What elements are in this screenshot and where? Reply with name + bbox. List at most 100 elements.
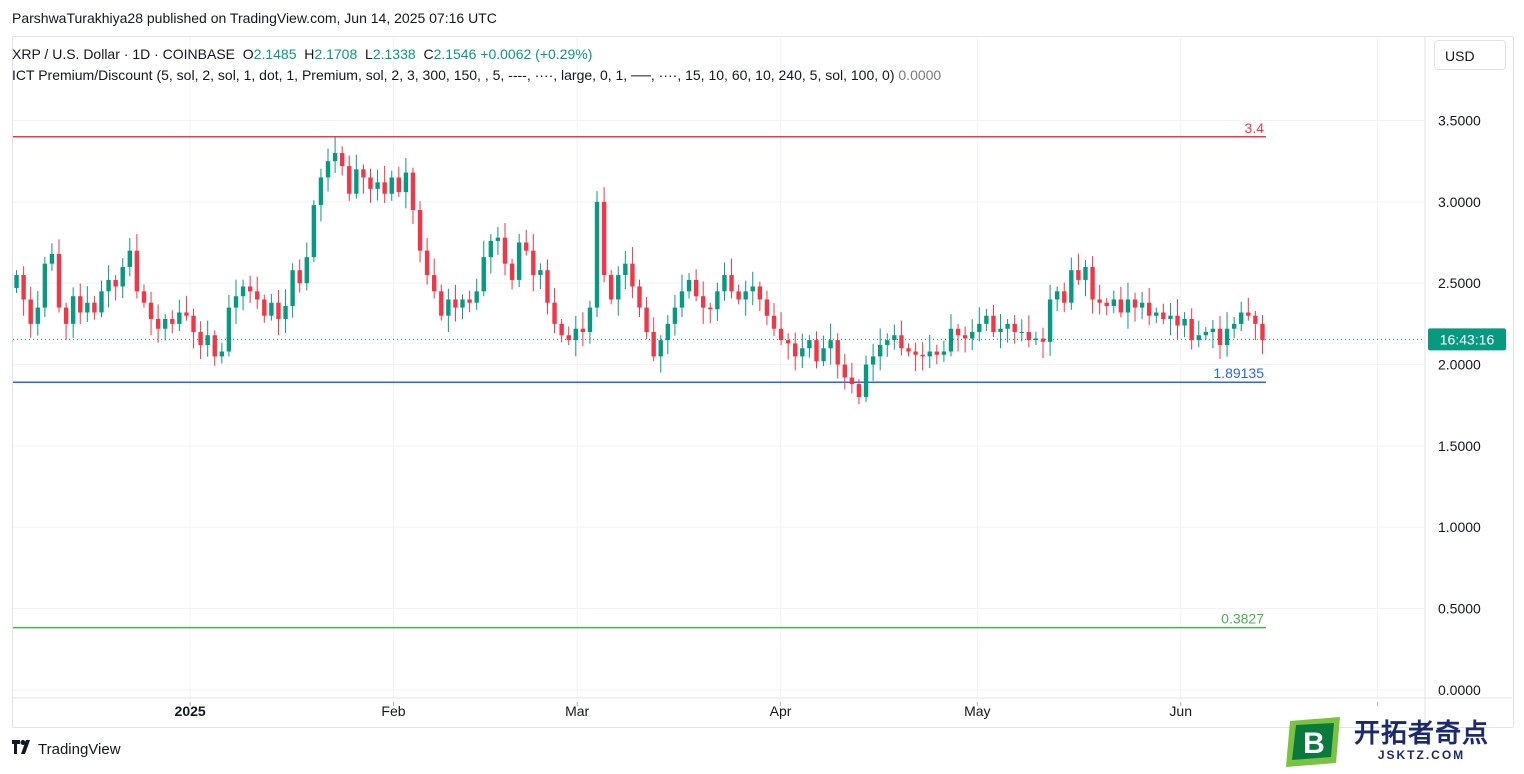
candle-body (439, 291, 444, 316)
candle-body (240, 286, 246, 297)
candle-body (1019, 332, 1024, 333)
watermark-badge-icon: B (1282, 715, 1346, 767)
candle-body (212, 335, 217, 357)
candle-body (191, 315, 196, 332)
tradingview-logo[interactable]: TradingView (12, 740, 121, 759)
candle-body (1147, 302, 1152, 316)
candle-body (1047, 299, 1053, 342)
candle-body (396, 177, 402, 193)
tradingview-icon (12, 740, 34, 759)
candle-body (1125, 299, 1131, 313)
candle-body (410, 172, 416, 210)
candle-body (913, 351, 918, 355)
candle-body (170, 318, 175, 324)
candle-body (1005, 323, 1010, 329)
candle-body (1062, 291, 1067, 303)
candle-body (1090, 266, 1095, 300)
change-value: +0.0062 (+0.29%) (480, 46, 593, 62)
candle-body (531, 250, 536, 276)
high-value: 2.1708 (314, 46, 358, 62)
open-label: O (242, 46, 254, 62)
currency-button[interactable]: USD (1434, 40, 1506, 70)
candle-body (1033, 338, 1039, 341)
candle-body (516, 242, 522, 280)
candle-body (771, 315, 777, 329)
indicator-title[interactable]: ICT Premium/Discount (5, sol, 2, sol, 1,… (12, 67, 895, 83)
chart-frame[interactable] (12, 36, 1514, 728)
candle-body (14, 275, 19, 289)
candle-body (729, 275, 734, 292)
symbol-description[interactable]: XRP / U.S. Dollar · 1D · COINBASE (12, 46, 236, 62)
watermark-site-url: JSKTZ.COM (1377, 748, 1466, 762)
bar-countdown-label: 16:43:16 (1440, 331, 1495, 347)
candle-body (70, 296, 76, 324)
candle-body (651, 332, 656, 357)
candle-body (424, 250, 430, 276)
low-value: 2.1338 (372, 46, 416, 62)
candle-body (283, 305, 288, 319)
candle-body (85, 302, 90, 313)
candle-body (474, 291, 479, 303)
candle-body (941, 351, 947, 355)
candle-body (276, 302, 281, 319)
candle-body (892, 335, 897, 341)
candle-body (177, 312, 182, 324)
publish-attribution: ParshwaTurakhiya28 published on TradingV… (12, 10, 497, 26)
x-axis-tick-label: Jun (1169, 703, 1192, 719)
candle-body (56, 253, 62, 308)
candle-body (736, 291, 741, 300)
candle-body (1111, 299, 1116, 306)
candle-body (814, 340, 819, 362)
x-axis-tick-label: May (964, 703, 990, 719)
candle-body (594, 201, 600, 308)
candle-body (552, 302, 557, 324)
candle-body (198, 332, 203, 346)
candle-body (226, 307, 232, 352)
candle-body (35, 307, 40, 324)
x-axis-tick-label: 2025 (175, 703, 206, 719)
candle-body (318, 177, 324, 206)
candle-body (1224, 328, 1230, 346)
candle-body (644, 307, 649, 332)
candle-body (920, 354, 925, 357)
candle-body (800, 348, 805, 357)
candle-body (672, 307, 678, 324)
candle-body (637, 286, 642, 308)
candle-body (984, 315, 989, 324)
candle-body (1246, 312, 1251, 316)
close-value: 2.1546 (433, 46, 477, 62)
candle-body (1210, 328, 1216, 332)
candle-body (1054, 291, 1060, 300)
x-axis-tick-label: Apr (770, 703, 792, 719)
candle-body (807, 340, 812, 349)
candle-body (962, 335, 968, 339)
candle-body (368, 177, 373, 189)
candle-body (1175, 315, 1180, 326)
tradingview-wordmark: TradingView (38, 741, 121, 758)
candle-body (708, 307, 713, 310)
candle-body (686, 279, 692, 292)
candle-body (361, 169, 366, 178)
y-axis-tick-label: 2.0000 (1438, 357, 1481, 373)
candle-body (155, 318, 161, 329)
y-axis-tick-label: 2.5000 (1438, 275, 1481, 291)
candle-body (21, 275, 26, 300)
candle-body (1132, 299, 1138, 308)
candle-body (1154, 312, 1159, 316)
candle-body (28, 299, 33, 324)
candle-body (403, 172, 409, 193)
candle-body (679, 291, 685, 308)
candle-body (247, 286, 253, 292)
candle-body (1161, 312, 1166, 319)
candle-body (566, 335, 571, 341)
candle-body (828, 340, 833, 349)
candle-body (616, 275, 621, 300)
candle-body (1260, 323, 1265, 341)
candle-body (750, 286, 755, 292)
candle-body (339, 153, 345, 167)
candle-body (863, 364, 869, 398)
candle-body (580, 328, 586, 332)
candle-body (630, 263, 635, 287)
candle-body (608, 275, 614, 300)
